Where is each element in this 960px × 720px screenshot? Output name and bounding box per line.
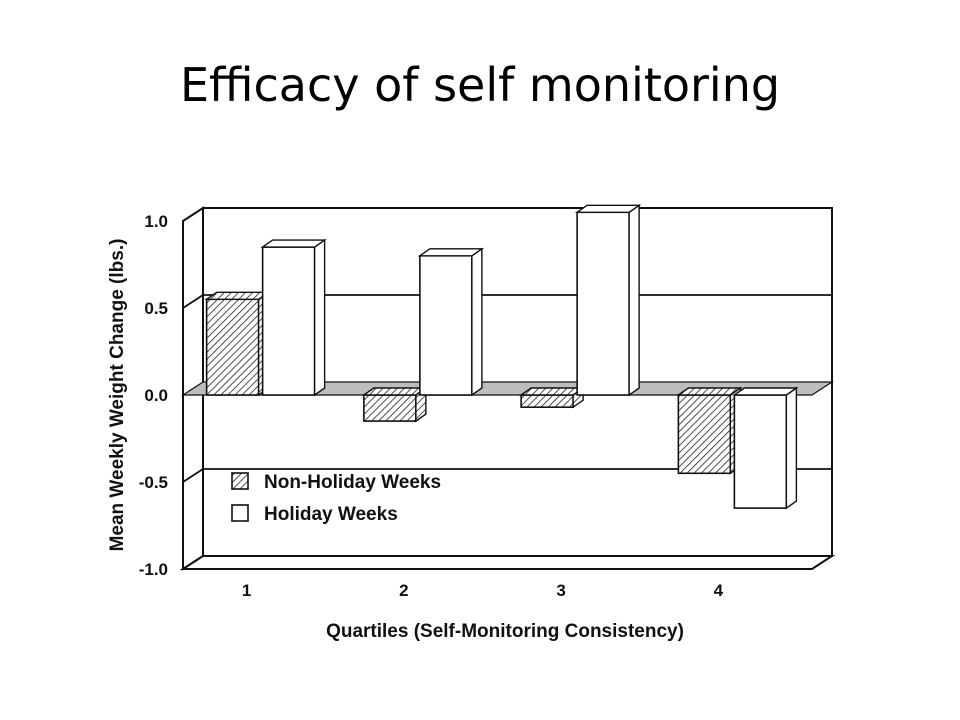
bar-hatched-q3 (518, 386, 586, 409)
bar-hatched-q1 (204, 290, 271, 397)
bar-hatched-q1-front (205, 298, 260, 396)
x-tick-label: 4 (714, 581, 724, 600)
bar-hatched-q3-front (520, 394, 574, 408)
bar-hatched-q4-front (677, 394, 732, 475)
legend-label: Holiday Weeks (264, 504, 398, 525)
x-tick-label: 2 (399, 581, 408, 600)
bar-white-q3-top (574, 204, 642, 214)
bar-hatched-q2 (361, 386, 429, 423)
chart-floor (179, 555, 836, 570)
bar-hatched-q2-front (363, 394, 417, 422)
gridline-side (182, 468, 204, 483)
y-tick-label: -0.5 (139, 473, 168, 492)
y-tick-label: 0.5 (144, 299, 168, 318)
x-tick-label: 1 (242, 581, 251, 600)
x-axis-title: Quartiles (Self-Monitoring Consistency) (326, 621, 684, 642)
bar-white-q2-top (417, 248, 485, 257)
gridline-side (182, 294, 204, 309)
bar-white-q4-side (785, 386, 798, 510)
chart-bars (204, 203, 799, 510)
bar-white-q1 (260, 238, 327, 397)
slide-title: Efficacy of self monitoring (179, 58, 781, 112)
legend-label: Non-Holiday Weeks (264, 472, 441, 493)
bar-white-q1-side (313, 238, 326, 397)
bar-white-q4 (732, 386, 799, 510)
bar-white-q2-side (471, 247, 483, 397)
chart-legend: Non-Holiday Weeks Holiday Weeks (231, 472, 441, 525)
legend-swatch-hatched (231, 472, 249, 490)
bar-white-q1-top (260, 239, 327, 248)
bar-white-q2 (417, 247, 485, 397)
y-tick-label: 0.0 (144, 386, 168, 405)
bar-hatched-q4-top (676, 387, 743, 396)
legend-swatch-white (231, 504, 249, 522)
bar-hatched-q4 (676, 386, 743, 475)
x-tick-label: 3 (556, 581, 565, 600)
bar-white-q4-top (732, 387, 799, 396)
y-tick-label: -1.0 (139, 560, 168, 579)
bar-white-q3-front (576, 211, 630, 396)
bar-white-q4-front (733, 394, 788, 509)
bar-white-q2-front (419, 255, 473, 396)
y-axis-title: Mean Weekly Weight Change (lbs.) (107, 239, 128, 552)
bar-white-q1-front (261, 246, 316, 396)
bar-white-q3 (574, 203, 642, 397)
bar-white-q3-side (628, 203, 640, 397)
bar-hatched-q2-top (361, 387, 429, 396)
y-tick-label: 1.0 (144, 212, 168, 231)
bar-hatched-q1-top (204, 291, 271, 300)
bar-hatched-q3-top (518, 387, 586, 396)
chart-labels: 1.0 0.5 0.0 -0.5 -1.0 1 2 3 4 Quartiles (Self-Mon… (107, 212, 724, 642)
